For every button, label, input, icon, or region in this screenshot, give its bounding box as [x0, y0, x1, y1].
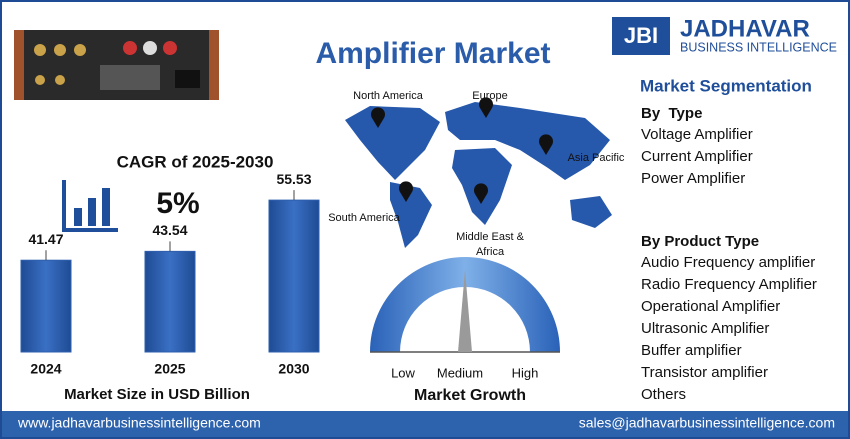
segmentation-title: Market Segmentation [640, 76, 812, 95]
x-tick-label: 2024 [30, 361, 61, 377]
bar [20, 259, 72, 353]
segment-item: Operational Amplifier [641, 298, 780, 315]
footer-email: sales@jadhavarbusinessintelligence.com [579, 415, 835, 431]
gauge-arc [370, 257, 560, 352]
gauge-label: Medium [437, 365, 483, 380]
x-tick-label: 2030 [278, 361, 309, 377]
gauge-label: High [512, 365, 539, 380]
region-label: Asia Pacific [568, 152, 625, 164]
footer-website: www.jadhavarbusinessintelligence.com [17, 415, 261, 431]
value-label: 55.53 [276, 171, 311, 187]
region-label: Middle East & [456, 231, 525, 243]
value-label: 43.54 [152, 222, 187, 238]
segment-item: Voltage Amplifier [641, 126, 753, 143]
segment-item: Ultrasonic Amplifier [641, 320, 769, 337]
segment-item: Others [641, 386, 686, 403]
x-tick-label: 2025 [154, 361, 185, 377]
gauge-title: Market Growth [414, 387, 526, 404]
logo-tagline: BUSINESS INTELLIGENCE [680, 40, 837, 54]
logo-box [612, 17, 670, 55]
gauge-needle [458, 270, 472, 352]
region-label: Europe [472, 90, 507, 102]
group-heading: By Product Type [641, 233, 759, 250]
segment-item: Power Amplifier [641, 170, 745, 187]
gauge-label: Low [391, 365, 415, 380]
segment-item: Current Amplifier [641, 148, 753, 165]
bar [268, 199, 320, 353]
amplifier-image [14, 30, 219, 100]
segment-item: Transistor amplifier [641, 364, 768, 381]
region-label: North America [353, 90, 424, 102]
segment-item: Audio Frequency amplifier [641, 254, 815, 271]
region-label: South America [328, 212, 400, 224]
x-axis-label: Market Size in USD Billion [64, 386, 250, 403]
map-pin [371, 107, 386, 128]
bar [144, 250, 196, 353]
chart-title: CAGR of 2025-2030 [117, 152, 274, 171]
logo-mark: JBI [624, 23, 658, 48]
map-pin [479, 97, 493, 118]
title: Amplifier Market [315, 37, 550, 70]
value-label: 41.47 [28, 231, 63, 247]
footer-bar [2, 411, 848, 437]
map-pin [399, 181, 413, 202]
region-label: Africa [476, 246, 505, 258]
map-pin [474, 183, 488, 204]
group-heading: By Type [641, 105, 702, 122]
segment-item: Buffer amplifier [641, 342, 742, 359]
growth-icon [62, 180, 118, 232]
cagr-value: 5% [156, 187, 199, 220]
map-pin [539, 134, 553, 155]
logo-name: JADHAVAR [680, 15, 810, 42]
segment-item: Radio Frequency Amplifier [641, 276, 817, 293]
